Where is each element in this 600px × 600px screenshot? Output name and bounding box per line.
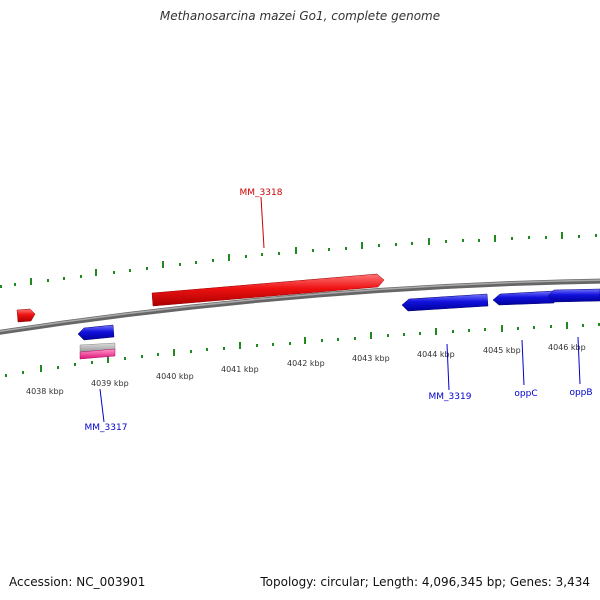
scale-label-4041: 4041 kbp <box>221 365 259 374</box>
scale-label-4043: 4043 kbp <box>352 354 390 363</box>
genome-backbone <box>0 278 600 335</box>
scale-label-4040: 4040 kbp <box>156 372 194 381</box>
gene-arrow-small-red[interactable] <box>16 308 36 323</box>
leader-line-oppB <box>577 336 581 385</box>
leader-line-mm3318 <box>260 196 265 249</box>
genome-summary-text: Topology: circular; Length: 4,096,345 bp… <box>260 575 590 589</box>
gene-label-mm3317[interactable]: MM_3317 <box>85 423 128 433</box>
feature-pink-bar[interactable] <box>79 348 116 360</box>
scale-label-4039: 4039 kbp <box>91 379 129 388</box>
gene-label-mm3318[interactable]: MM_3318 <box>240 188 283 198</box>
leader-line-oppC <box>521 339 525 386</box>
gene-arrow-mm3319[interactable] <box>401 293 489 312</box>
genome-title: Methanosarcina mazei Go1, complete genom… <box>159 9 441 23</box>
scale-label-4042: 4042 kbp <box>287 359 325 368</box>
scale-label-4046: 4046 kbp <box>548 343 586 352</box>
leader-line-mm3317 <box>99 388 105 423</box>
scale-label-4044: 4044 kbp <box>417 350 455 359</box>
scale-label-4038: 4038 kbp <box>26 387 64 396</box>
scale-label-4045: 4045 kbp <box>483 346 521 355</box>
gene-arrow-oppB[interactable] <box>547 288 600 303</box>
upper-tick-track <box>0 232 597 288</box>
gene-label-oppC[interactable]: oppC <box>514 389 537 399</box>
lower-tick-track <box>5 322 600 377</box>
genome-backbone-highlight <box>0 279 600 333</box>
gene-label-mm3319[interactable]: MM_3319 <box>429 392 472 402</box>
leader-line-mm3319 <box>446 343 450 391</box>
gene-label-oppB[interactable]: oppB <box>569 388 592 398</box>
gene-arrow-mm3318[interactable] <box>151 273 385 307</box>
gene-arrow-oppC[interactable] <box>492 290 555 306</box>
accession-text: Accession: NC_003901 <box>9 575 146 589</box>
gene-arrow-mm3317[interactable] <box>77 324 115 341</box>
